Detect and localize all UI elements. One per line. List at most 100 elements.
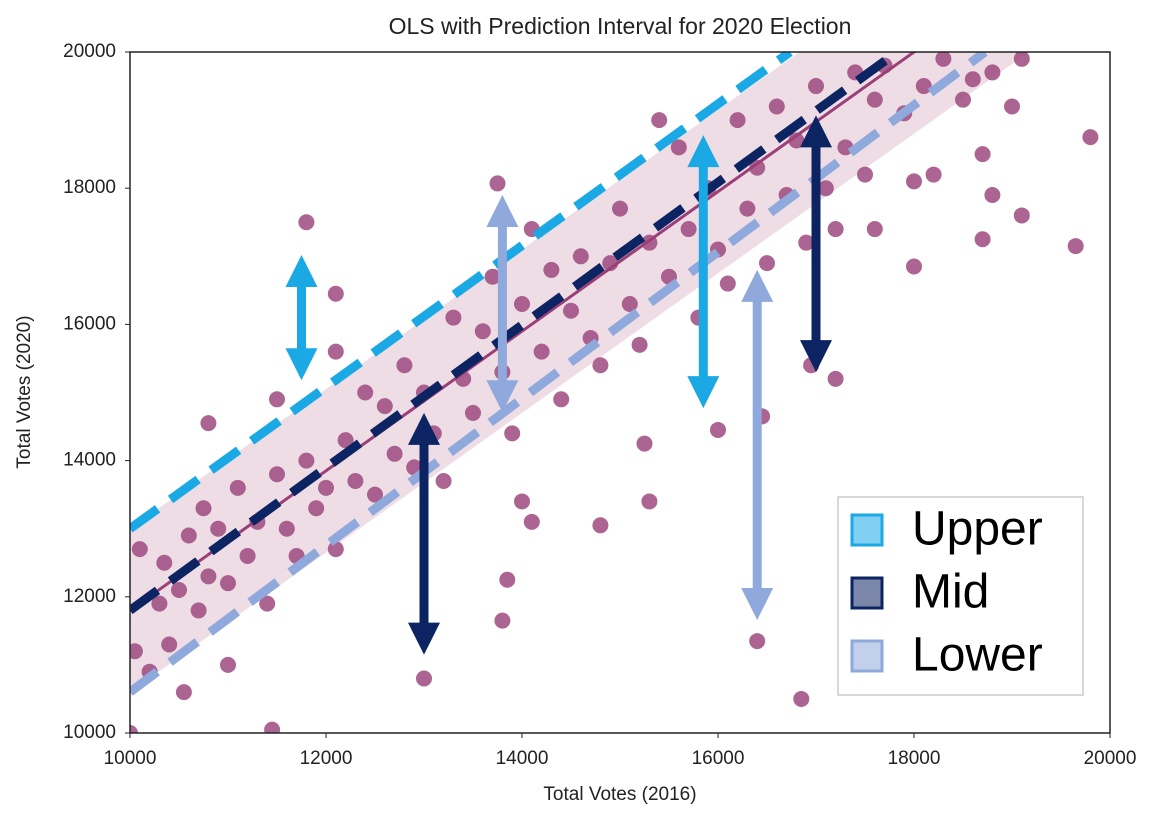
- arrow-head: [408, 622, 440, 655]
- point: [229, 479, 246, 496]
- point: [151, 595, 168, 612]
- point: [749, 159, 766, 176]
- point: [1082, 129, 1099, 146]
- arrow-head: [687, 376, 720, 409]
- point: [484, 268, 501, 285]
- point: [827, 370, 844, 387]
- x-tick-label: 20000: [1084, 748, 1137, 769]
- point: [729, 112, 746, 129]
- x-tick-label: 16000: [692, 748, 745, 769]
- point: [837, 139, 854, 156]
- arrow-head: [408, 412, 440, 445]
- point: [264, 721, 281, 733]
- point: [974, 231, 991, 248]
- point: [239, 547, 256, 564]
- x-tick-label: 12000: [300, 748, 353, 769]
- point: [798, 234, 815, 251]
- point: [592, 357, 609, 374]
- point: [827, 221, 844, 238]
- point: [220, 575, 236, 592]
- plot-area: [130, 52, 1099, 733]
- point: [499, 571, 516, 588]
- point: [445, 309, 462, 326]
- point: [386, 445, 403, 462]
- point: [298, 214, 315, 231]
- arrow-head: [486, 195, 519, 228]
- legend-label: Upper: [912, 503, 1043, 556]
- point: [974, 146, 991, 163]
- point: [259, 595, 276, 612]
- y-tick-label: 12000: [63, 586, 116, 607]
- point: [543, 261, 560, 278]
- x-tick-label: 10000: [104, 748, 157, 769]
- point: [269, 391, 285, 408]
- point: [572, 248, 589, 265]
- point: [200, 568, 217, 585]
- arrow-head: [741, 269, 774, 302]
- point: [210, 520, 227, 537]
- point: [759, 255, 775, 272]
- point: [435, 473, 452, 490]
- point: [906, 258, 922, 275]
- point: [318, 479, 334, 496]
- y-axis-label: Total Votes (2020): [14, 315, 35, 468]
- point: [514, 493, 530, 510]
- point: [327, 285, 344, 302]
- legend-label: Lower: [912, 629, 1043, 682]
- point: [631, 336, 648, 353]
- point: [474, 323, 491, 340]
- point: [171, 581, 187, 598]
- point: [327, 541, 344, 558]
- point: [592, 517, 609, 534]
- prediction-band: [130, 52, 1029, 693]
- point: [612, 200, 628, 217]
- point: [739, 200, 756, 217]
- point: [866, 91, 883, 108]
- arrow: [486, 195, 519, 413]
- point: [553, 391, 570, 408]
- point: [793, 690, 810, 707]
- point: [964, 71, 981, 88]
- point: [396, 357, 413, 374]
- point: [768, 98, 785, 115]
- point: [220, 656, 236, 673]
- chart-title: OLS with Prediction Interval for 2020 El…: [389, 13, 852, 39]
- point: [710, 421, 726, 438]
- point: [680, 221, 697, 238]
- x-tick-label: 18000: [888, 748, 941, 769]
- point: [489, 175, 506, 192]
- point: [1013, 207, 1030, 224]
- point: [984, 64, 1001, 81]
- arrow-head: [486, 380, 519, 413]
- point: [788, 132, 805, 149]
- point: [651, 112, 668, 129]
- y-tick-label: 14000: [63, 450, 116, 471]
- dashed-line: [130, 52, 793, 533]
- point: [465, 404, 481, 421]
- point: [175, 684, 192, 701]
- point: [504, 425, 521, 442]
- point: [719, 275, 736, 292]
- point: [367, 486, 383, 503]
- arrow-head: [285, 254, 318, 287]
- point: [337, 432, 354, 449]
- point: [416, 670, 432, 687]
- arrow: [687, 135, 720, 409]
- arrow-head: [285, 348, 318, 381]
- point: [190, 602, 207, 619]
- x-axis-label: Total Votes (2016): [543, 784, 696, 805]
- point: [641, 493, 658, 510]
- point: [1067, 238, 1084, 255]
- arrow: [741, 269, 774, 620]
- point: [866, 221, 883, 238]
- arrow-head: [687, 135, 720, 168]
- x-tick-label: 14000: [496, 748, 549, 769]
- point: [376, 398, 393, 415]
- point: [817, 180, 834, 197]
- point: [621, 295, 638, 312]
- point: [156, 554, 173, 571]
- y-tick-label: 18000: [63, 177, 116, 198]
- arrow-head: [741, 587, 774, 620]
- point: [131, 541, 148, 558]
